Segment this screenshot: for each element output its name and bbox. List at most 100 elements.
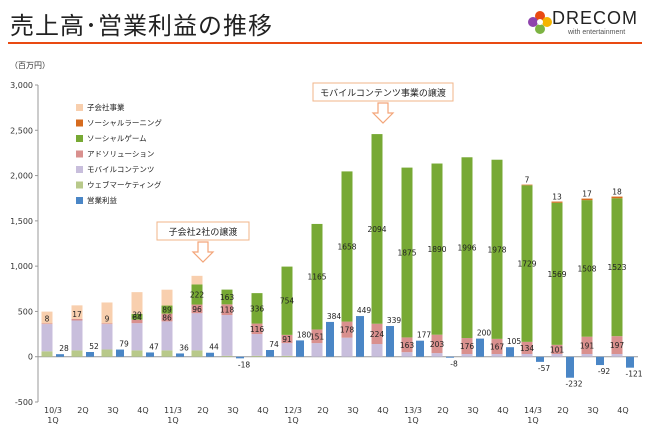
x-tick-label: 1Q	[527, 416, 538, 425]
bar-segment	[71, 350, 83, 357]
title-rule	[8, 42, 642, 44]
data-label: 1996	[457, 244, 476, 253]
data-label: 754	[280, 297, 295, 306]
legend-label: アドソリューション	[87, 150, 154, 159]
y-tick-label: 2,000	[10, 172, 33, 181]
bar-segment	[521, 185, 533, 342]
bar-segment	[551, 201, 563, 203]
data-label: 1729	[517, 260, 536, 269]
bar-segment	[191, 284, 203, 305]
callout-box	[156, 221, 250, 241]
bar-segment	[131, 323, 143, 351]
bar-segment	[401, 167, 413, 338]
data-label: 36	[179, 343, 189, 352]
x-tick-label: 2Q	[437, 406, 448, 415]
x-tick-label: 4Q	[137, 406, 148, 415]
data-label: 105	[507, 337, 522, 346]
bar-segment	[431, 353, 443, 357]
data-label: 2094	[367, 225, 386, 234]
bar-segment	[281, 266, 293, 335]
bar-segment	[191, 313, 203, 351]
bar-segment	[41, 311, 53, 324]
bar-segment	[581, 200, 593, 337]
data-label: 9	[105, 314, 110, 323]
bar-segment	[551, 344, 563, 354]
callout-arrow	[371, 102, 395, 124]
data-label: 79	[119, 340, 129, 349]
bar-segment	[221, 315, 233, 356]
data-label: 203	[430, 340, 445, 349]
y-tick-label: 1,500	[10, 217, 33, 226]
legend-swatch	[76, 150, 83, 158]
data-label: 28	[59, 344, 69, 353]
callout-text: モバイルコンテンツ事業の譲渡	[320, 87, 446, 99]
x-tick-label: 2Q	[77, 406, 88, 415]
bar-segment	[191, 304, 203, 314]
bar-segment	[101, 302, 113, 324]
bar-segment	[521, 353, 533, 357]
bar-segment	[191, 350, 203, 357]
data-label: 180	[297, 330, 312, 339]
data-label: 134	[520, 344, 535, 353]
data-label: 191	[580, 341, 595, 350]
data-label: 163	[220, 293, 235, 302]
bar-segment	[431, 163, 443, 335]
data-label: 177	[417, 331, 432, 340]
x-tick-label: 1Q	[407, 416, 418, 425]
data-label: 449	[357, 306, 372, 315]
bar-segment	[311, 223, 323, 330]
page-title: 売上高･営業利益の推移	[10, 12, 273, 40]
callout-box	[312, 82, 454, 102]
x-tick-label: 12/3	[284, 406, 302, 415]
bar-segment	[461, 338, 473, 354]
bar-segment	[401, 337, 413, 353]
bar-segment	[461, 157, 473, 339]
profit-bar	[206, 352, 214, 357]
bar-segment	[611, 196, 623, 199]
bar-segment	[461, 353, 473, 357]
bar-segment	[281, 355, 293, 357]
bar-segment	[281, 334, 293, 344]
profit-bar	[266, 350, 274, 357]
bar-segment	[251, 355, 263, 357]
bar-segment	[371, 134, 383, 324]
data-label: 17	[582, 190, 592, 199]
data-label: 224	[370, 330, 385, 339]
bar-segment	[311, 329, 323, 344]
data-label: 1875	[397, 249, 416, 258]
profit-bar	[356, 316, 364, 357]
x-tick-label: 4Q	[617, 406, 628, 415]
bar-segment	[341, 321, 353, 338]
bar-segment	[161, 305, 173, 314]
profit-bar	[596, 356, 604, 366]
bar-segment	[71, 320, 83, 351]
legend-swatch	[76, 119, 83, 127]
y-tick-label: 500	[18, 307, 33, 316]
y-tick-label: 1,000	[10, 262, 33, 271]
x-tick-label: 13/3	[404, 406, 422, 415]
bar-segment	[161, 350, 173, 357]
bar-segment	[521, 184, 533, 186]
logo-name: DRECOM	[552, 8, 638, 28]
data-label: 47	[149, 342, 159, 351]
flower-logo-icon	[528, 11, 552, 34]
bar-segment	[371, 323, 383, 345]
bar-segment	[251, 334, 263, 356]
profit-bar	[566, 356, 574, 378]
data-label: 52	[89, 342, 99, 351]
x-tick-label: 14/3	[524, 406, 542, 415]
bar-segment	[251, 293, 263, 324]
profit-bar	[416, 340, 424, 357]
data-label: 89	[162, 306, 172, 315]
bar-segment	[611, 336, 623, 354]
bar-segment	[221, 304, 233, 316]
data-label: 8	[45, 314, 50, 323]
bar-segment	[341, 337, 353, 357]
data-label: 44	[209, 343, 219, 352]
data-label: 151	[310, 332, 325, 341]
data-label: -57	[538, 364, 550, 373]
bar-segment	[491, 159, 503, 339]
data-label: -8	[450, 359, 458, 368]
data-label: 1890	[427, 245, 446, 254]
legend-label: ソーシャルゲーム	[87, 134, 147, 143]
